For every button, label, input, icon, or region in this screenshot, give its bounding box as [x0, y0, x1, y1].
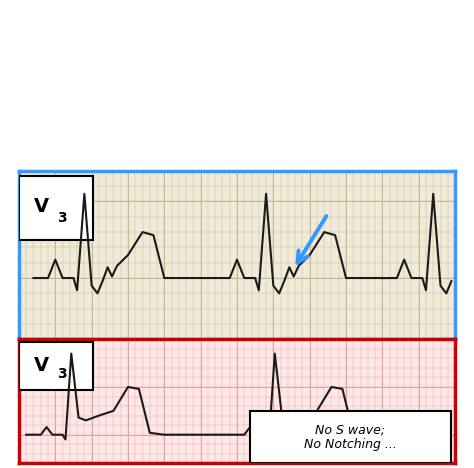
Text: J-Point Notching: J-Point Notching — [32, 186, 184, 205]
Text: ): ) — [394, 186, 407, 205]
Text: (ie,: (ie, — [278, 188, 313, 203]
Text: V: V — [34, 356, 49, 375]
Text: T-QRS-D!: T-QRS-D! — [335, 358, 411, 373]
Text: V: V — [34, 197, 49, 216]
FancyBboxPatch shape — [250, 411, 451, 463]
FancyBboxPatch shape — [15, 176, 455, 216]
Text: 3: 3 — [57, 211, 67, 225]
FancyBboxPatch shape — [15, 346, 455, 385]
Text: 3: 3 — [57, 367, 67, 381]
Text: Terminal QRS Distortion: Terminal QRS Distortion — [32, 356, 256, 374]
FancyBboxPatch shape — [19, 342, 93, 390]
Text: No S wave;
No Notching ...: No S wave; No Notching ... — [304, 423, 397, 451]
Text: ): ) — [418, 356, 431, 374]
Text: (ie,: (ie, — [309, 358, 343, 373]
FancyBboxPatch shape — [19, 176, 93, 240]
Text: No T-QRS-D: No T-QRS-D — [305, 188, 402, 203]
